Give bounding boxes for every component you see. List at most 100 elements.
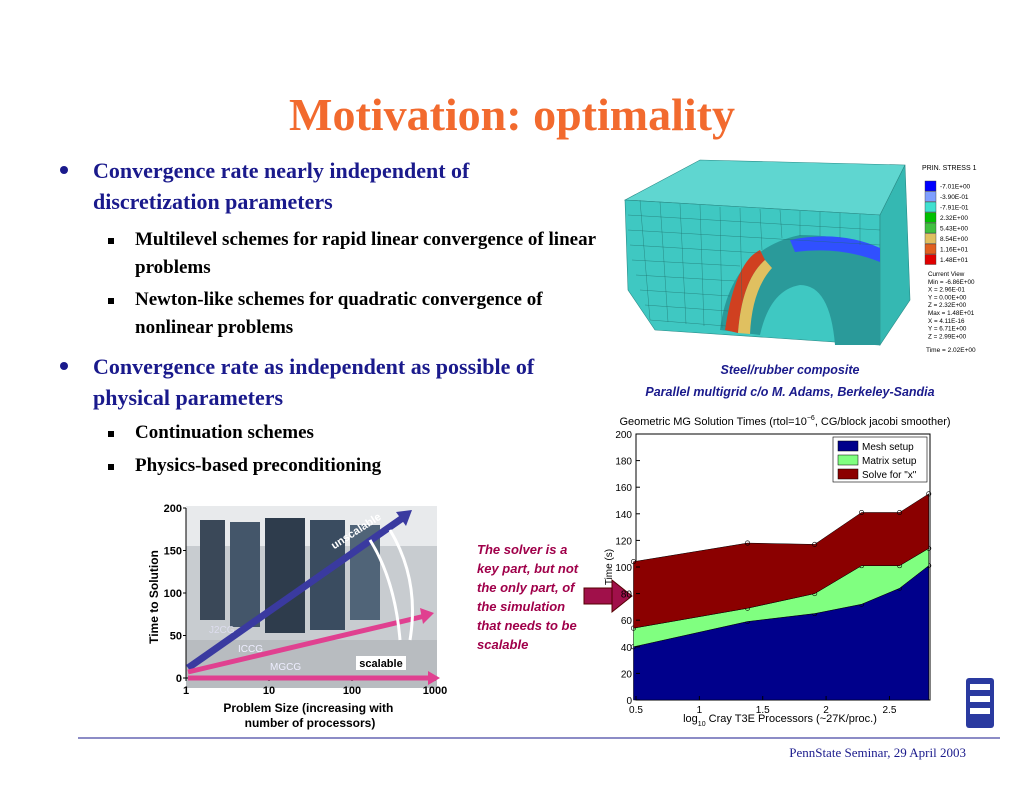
x-tick-label: 1 (183, 685, 189, 697)
y-axis-label: Time to Solution (147, 550, 161, 644)
legend-label: Matrix setup (862, 456, 917, 467)
y-tick-label: 60 (621, 616, 633, 627)
bullet-dot (60, 166, 68, 174)
legend-label: 1.48E+01 (940, 257, 968, 264)
legend-label: Mesh setup (862, 442, 914, 453)
legend-swatch (837, 468, 859, 480)
y-tick-label: 40 (621, 643, 633, 654)
fem-image: PRIN. STRESS 1 -7.01E+00 -3.90E-01 -7.91E-… (623, 159, 977, 354)
view-info: Z = 2.99E+00 (928, 333, 967, 340)
point (745, 540, 751, 546)
y-tick-label: 160 (615, 483, 632, 494)
legend-swatch (924, 233, 937, 244)
method-label: MGCG (270, 662, 301, 673)
annotation: scalable (359, 658, 402, 670)
photo (186, 506, 437, 688)
x-tick-label: 1.5 (756, 705, 770, 716)
point (926, 491, 932, 497)
time-label: Time = 2.02E+00 (926, 347, 976, 354)
x-tick-label: 10 (263, 685, 275, 697)
chart-title: Geometric MG Solution Times (rtol=10−6, … (619, 415, 950, 428)
y-tick-label: 0 (626, 696, 632, 707)
y-tick-label: 20 (621, 669, 633, 680)
view-info: Y = 0.00E+00 (928, 294, 967, 301)
label-part: log (683, 713, 698, 725)
mesh-lines (627, 199, 881, 329)
x-axis-label: log10 Cray T3E Processors (~27K/proc.) (683, 713, 877, 728)
x-tick-label: 1 (697, 705, 703, 716)
bullet: Convergence rate as independent as possi… (93, 354, 535, 410)
sub-bullet-square (108, 431, 114, 437)
image-caption: Steel/rubber composite (720, 363, 860, 377)
legend-label: -3.90E-01 (940, 194, 969, 201)
method-label: ICCG (238, 644, 263, 655)
point (630, 559, 636, 565)
y-tick-label: 200 (615, 430, 632, 441)
y-tick-label: 50 (170, 631, 182, 643)
y-tick-label: 150 (164, 546, 182, 558)
x-tick-label: 2 (823, 705, 829, 716)
view-info: Current View (928, 271, 965, 278)
x-tick-label: 100 (343, 685, 361, 697)
x-axis-label-line: Problem Size (increasing with (223, 701, 396, 715)
label-part: Cray T3E Processors (~27K/proc.) (706, 713, 877, 725)
legend-label: 2.32E+00 (940, 215, 968, 222)
y-tick-label: 140 (615, 510, 632, 521)
x-axis-label: Problem Size (increasing with number of … (223, 701, 396, 730)
view-info: Min = -6.86E+00 (928, 279, 975, 286)
legend-swatch (837, 454, 859, 466)
view-info: Z = 2.32E+00 (928, 302, 967, 309)
y-tick-label: 80 (621, 590, 633, 601)
y-tick-label: 0 (176, 673, 182, 685)
point (897, 509, 903, 515)
arrows (185, 510, 440, 685)
legend-label: -7.91E-01 (940, 205, 969, 212)
view-info: X = 4.11E-16 (928, 318, 965, 325)
sub-bullet-square (108, 298, 114, 304)
y-axis-label: Time (s) (604, 549, 615, 585)
logo (966, 678, 994, 728)
sub-bullet: Multilevel schemes for rapid linear conv… (135, 229, 596, 278)
x-tick-label: 2.5 (882, 705, 896, 716)
sub-bullet: Continuation schemes (135, 422, 314, 443)
title-sup: −6 (807, 415, 815, 422)
legend-swatch (924, 254, 937, 265)
legend-label: Solve for "x" (862, 470, 917, 481)
legend-swatch (837, 440, 859, 452)
area (633, 493, 929, 629)
point (812, 541, 818, 547)
x-tick-label: 0.5 (629, 705, 643, 716)
slide-title: Motivation: optimality (289, 89, 735, 140)
legend-title: PRIN. STRESS 1 (922, 165, 977, 172)
legend-swatch (924, 191, 937, 202)
y-tick-label: 180 (615, 457, 632, 468)
view-info: X = 2.96E-01 (928, 287, 965, 294)
legend-swatch (924, 243, 937, 255)
y-tick-label: 100 (615, 563, 632, 574)
bullet: Convergence rate nearly independent of d… (93, 158, 470, 214)
legend-swatch (924, 212, 937, 223)
x-tick-label: 1000 (423, 685, 447, 697)
image-caption: Parallel multigrid c/o M. Adams, Berkele… (645, 385, 935, 399)
sub-bullet: Newton-like schemes for quadratic conver… (135, 289, 543, 338)
method-label: J2CG (209, 625, 235, 636)
legend-label: 5.43E+00 (940, 226, 968, 233)
view-info: Y = 6.71E+00 (928, 326, 967, 333)
point (859, 509, 865, 515)
sub-bullet: Physics-based preconditioning (135, 455, 382, 476)
y-tick-label: 100 (164, 588, 182, 600)
footer: PennState Seminar, 29 April 2003 (789, 745, 966, 760)
legend-swatch (924, 201, 937, 213)
sub-bullet-square (108, 238, 114, 244)
y-tick-label: 200 (164, 503, 182, 515)
legend-swatch (924, 180, 937, 192)
legend-label: 8.54E+00 (940, 236, 968, 243)
y-tick-label: 120 (615, 536, 632, 547)
legend-label: 1.16E+01 (940, 247, 968, 254)
label-sub: 10 (698, 721, 706, 728)
sub-bullet-square (108, 464, 114, 470)
title-part: Geometric MG Solution Times (rtol=10 (619, 416, 806, 428)
note: The solver is a key part, but not the on… (477, 542, 579, 652)
